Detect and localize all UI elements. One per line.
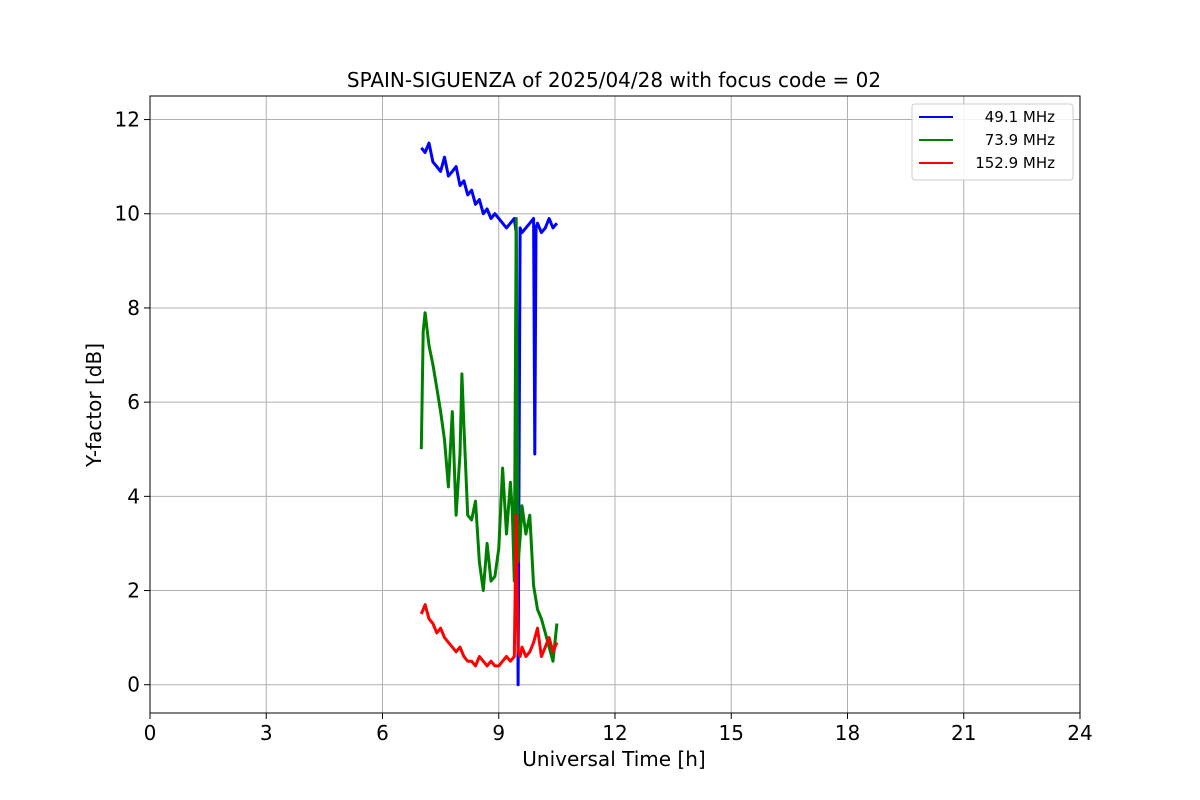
legend: 49.1 MHz 73.9 MHz 152.9 MHz [911, 103, 1074, 181]
x-tick-label: 0 [144, 721, 157, 745]
y-tick-label: 8 [127, 296, 140, 320]
series-line-2 [419, 513, 559, 668]
x-axis-label: Universal Time [h] [522, 747, 705, 771]
x-tick-label: 12 [602, 721, 627, 745]
x-tick-label: 6 [376, 721, 389, 745]
y-axis: 0 2 4 6 8 10 12 [115, 108, 150, 697]
legend-box [911, 103, 1074, 181]
y-tick-label: 4 [127, 484, 140, 508]
x-tick-label: 3 [260, 721, 273, 745]
x-tick-label: 9 [492, 721, 505, 745]
y-tick-label: 0 [127, 673, 140, 697]
series-group [419, 141, 559, 687]
chart-title: SPAIN-SIGUENZA of 2025/04/28 with focus … [347, 68, 881, 92]
y-tick-label: 12 [115, 108, 140, 132]
x-tick-label: 18 [835, 721, 860, 745]
legend-label: 49.1 MHz [985, 108, 1055, 126]
series-line-0 [420, 141, 559, 687]
y-tick-label: 6 [127, 390, 140, 414]
y-tick-label: 2 [127, 579, 140, 603]
series-line-1 [419, 217, 559, 663]
y-axis-label: Y-factor [dB] [82, 343, 106, 468]
x-tick-label: 15 [719, 721, 744, 745]
x-tick-label: 21 [951, 721, 976, 745]
legend-label: 73.9 MHz [985, 131, 1055, 149]
y-tick-label: 10 [115, 202, 140, 226]
legend-label: 152.9 MHz [975, 154, 1055, 172]
grid [149, 96, 1081, 713]
x-tick-label: 24 [1067, 721, 1092, 745]
x-axis: 0 3 6 9 12 15 18 21 24 [144, 713, 1093, 745]
